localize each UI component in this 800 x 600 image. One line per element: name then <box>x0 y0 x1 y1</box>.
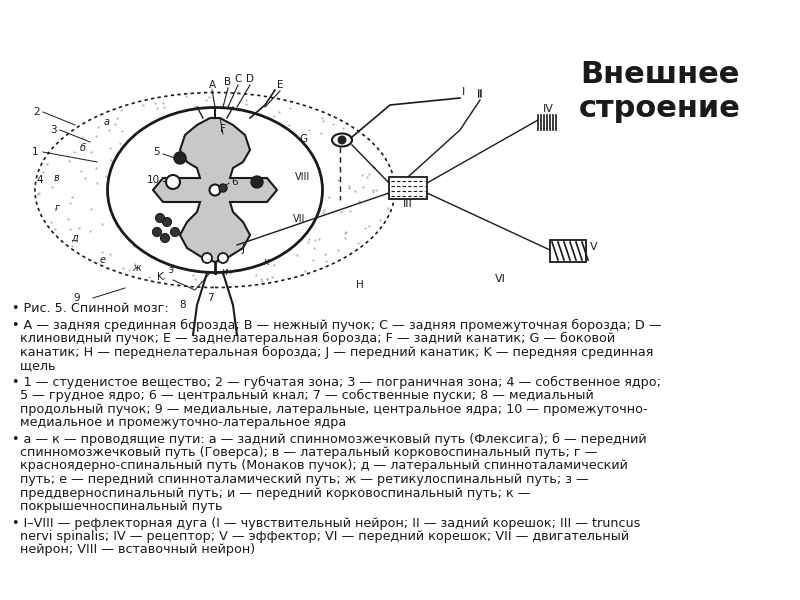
Circle shape <box>162 217 171 226</box>
Text: C: C <box>234 74 242 84</box>
Text: спинномозжечковый путь (Говерса); в — латеральный корковоспинальный путь; г —: спинномозжечковый путь (Говерса); в — ла… <box>12 446 598 459</box>
Circle shape <box>338 136 346 145</box>
Text: 5: 5 <box>154 147 160 157</box>
Text: 6: 6 <box>232 177 238 187</box>
Text: K: K <box>157 272 163 282</box>
Polygon shape <box>153 118 277 262</box>
Text: VII: VII <box>293 214 306 224</box>
Text: 9: 9 <box>74 293 80 303</box>
Circle shape <box>153 227 162 236</box>
Text: • а — к — проводящие пути: а — задний спинномозжечковый путь (Флексига); б — пер: • а — к — проводящие пути: а — задний сп… <box>12 433 646 446</box>
Text: II: II <box>477 89 483 99</box>
Text: клиновидный пучок; Е — заднелатеральная борозда; F — задний канатик; G — боковой: клиновидный пучок; Е — заднелатеральная … <box>12 332 615 345</box>
Text: продольный пучок; 9 — медиальные, латеральные, центральное ядра; 10 — промежуточ: продольный пучок; 9 — медиальные, латера… <box>12 403 648 415</box>
Text: щель: щель <box>12 359 55 372</box>
Text: F: F <box>220 124 226 134</box>
Text: покрышечноспинальный путь: покрышечноспинальный путь <box>12 500 222 513</box>
Text: медиальное и промежуточно-латеральное ядра: медиальное и промежуточно-латеральное яд… <box>12 416 346 429</box>
Text: з: з <box>169 265 174 275</box>
Text: IV: IV <box>542 104 554 114</box>
Text: 7: 7 <box>206 293 214 303</box>
Text: G: G <box>299 134 307 144</box>
Text: 4: 4 <box>37 175 43 185</box>
Bar <box>550 240 586 262</box>
Text: преддверноспинальный путь; и — передний корковоспинальный путь; к —: преддверноспинальный путь; и — передний … <box>12 487 530 499</box>
Text: Внешнее
строение: Внешнее строение <box>579 60 741 122</box>
Text: • 1 — студенистое вещество; 2 — губчатая зона; 3 — пограничная зона; 4 — собстве: • 1 — студенистое вещество; 2 — губчатая… <box>12 376 661 389</box>
Text: I: I <box>462 87 466 97</box>
Circle shape <box>219 184 227 192</box>
Text: 1: 1 <box>32 147 38 157</box>
Circle shape <box>155 214 165 223</box>
Text: • А — задняя срединная борозда; B — нежный пучок; C — задняя промежуточная бороз: • А — задняя срединная борозда; B — нежн… <box>12 319 662 332</box>
Circle shape <box>251 176 263 188</box>
Circle shape <box>202 253 212 263</box>
Text: нейрон; VIII — вставочный нейрон): нейрон; VIII — вставочный нейрон) <box>12 544 255 557</box>
Text: в: в <box>54 173 60 183</box>
Text: • I–VIII — рефлекторная дуга (I — чувствительный нейрон; II — задний корешок; II: • I–VIII — рефлекторная дуга (I — чувств… <box>12 517 640 529</box>
Text: J: J <box>242 244 245 254</box>
Text: E: E <box>277 80 283 90</box>
Ellipse shape <box>107 107 322 272</box>
Text: а: а <box>104 117 110 127</box>
Text: к: к <box>264 257 270 267</box>
Text: 3: 3 <box>50 125 56 135</box>
Text: ж: ж <box>133 263 142 273</box>
Text: V: V <box>590 242 598 252</box>
Text: и: и <box>222 267 228 277</box>
Text: VIII: VIII <box>295 172 310 182</box>
Circle shape <box>218 253 228 263</box>
Text: 2: 2 <box>34 107 40 117</box>
Circle shape <box>170 227 179 236</box>
Text: VI: VI <box>494 274 506 284</box>
Text: 8: 8 <box>180 300 186 310</box>
Text: д: д <box>72 233 78 243</box>
Text: канатик; H — переднелатеральная борозда; J — передний канатик; K — передняя сред: канатик; H — переднелатеральная борозда;… <box>12 346 654 359</box>
Circle shape <box>210 185 221 196</box>
Circle shape <box>161 233 170 242</box>
Text: H: H <box>356 280 364 290</box>
Text: nervi spinalis; IV — рецептор; V — эффектор; VI — передний корешок; VII — двигат: nervi spinalis; IV — рецептор; V — эффек… <box>12 530 629 543</box>
Text: B: B <box>225 77 231 87</box>
Text: II: II <box>477 90 483 100</box>
Text: • Рис. 5. Спинной мозг:: • Рис. 5. Спинной мозг: <box>12 302 169 315</box>
Text: б: б <box>80 143 86 153</box>
Text: г: г <box>54 203 59 213</box>
Text: D: D <box>246 74 254 84</box>
Text: III: III <box>403 199 413 209</box>
Text: путь; е — передний спинноталамический путь; ж — ретикулоспинальный путь; з —: путь; е — передний спинноталамический пу… <box>12 473 589 486</box>
Text: 10: 10 <box>146 175 159 185</box>
Circle shape <box>166 175 180 189</box>
Ellipse shape <box>332 133 352 146</box>
Text: 5 — грудное ядро; 6 — центральный кнал; 7 — собственные пуски; 8 — медиальный: 5 — грудное ядро; 6 — центральный кнал; … <box>12 389 594 402</box>
Text: е: е <box>100 255 106 265</box>
Text: красноядерно-спинальный путь (Монаков пучок); д — латеральный спинноталамический: красноядерно-спинальный путь (Монаков пу… <box>12 460 628 473</box>
Circle shape <box>174 152 186 164</box>
Text: A: A <box>209 80 215 90</box>
FancyBboxPatch shape <box>389 177 427 199</box>
